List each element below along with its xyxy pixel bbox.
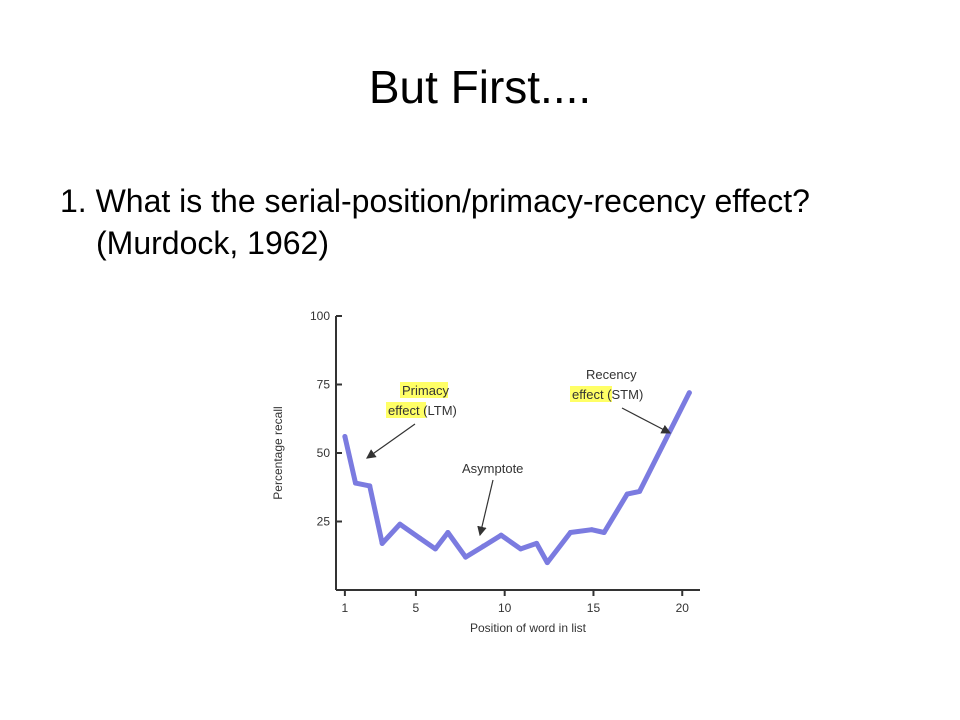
data-point	[353, 480, 359, 486]
asymptote-label: Asymptote	[462, 461, 523, 476]
data-point	[480, 543, 486, 549]
data-point	[637, 488, 643, 494]
data-point	[432, 546, 438, 552]
y-tick-label: 25	[317, 515, 331, 529]
primacy-label-line2: effect (LTM)	[388, 403, 457, 418]
data-point	[589, 527, 595, 533]
y-tick-label: 75	[317, 378, 331, 392]
data-point	[379, 540, 385, 546]
data-point	[624, 491, 630, 497]
primacy-arrow	[366, 423, 416, 459]
recency-label-line1: Recency	[586, 367, 637, 382]
primacy-label-line1: Primacy	[402, 383, 449, 398]
x-tick-label: 10	[498, 601, 512, 615]
x-tick-label: 20	[676, 601, 690, 615]
recency-arrow	[621, 407, 672, 434]
data-point	[601, 529, 607, 535]
data-point	[498, 532, 504, 538]
recall-series-line	[342, 390, 692, 566]
asymptote-arrow	[477, 479, 494, 537]
data-point	[463, 554, 469, 560]
recency-highlight-2	[570, 386, 612, 402]
x-tick-label: 15	[587, 601, 601, 615]
y-axis-label: Percentage recall	[271, 406, 285, 499]
data-point	[397, 521, 403, 527]
data-point	[367, 483, 373, 489]
y-tick-label: 100	[310, 309, 330, 323]
primacy-highlight-2	[386, 402, 426, 418]
primacy-highlight-1	[400, 382, 448, 398]
slide-bullet-item: 1. What is the serial-position/primacy-r…	[60, 183, 810, 261]
data-point	[518, 546, 524, 552]
data-point	[416, 535, 422, 541]
x-tick-label: 5	[413, 601, 420, 615]
recency-label-line2: effect (STM)	[572, 387, 643, 402]
data-point	[534, 540, 540, 546]
x-axis-label: Position of word in list	[470, 621, 587, 635]
data-point	[686, 390, 692, 396]
data-point	[567, 529, 573, 535]
data-point	[342, 434, 348, 440]
x-tick-label: 1	[342, 601, 349, 615]
data-point	[445, 529, 451, 535]
y-tick-label: 50	[317, 446, 331, 460]
slide-title: But First....	[368, 61, 592, 113]
data-point	[544, 560, 550, 566]
